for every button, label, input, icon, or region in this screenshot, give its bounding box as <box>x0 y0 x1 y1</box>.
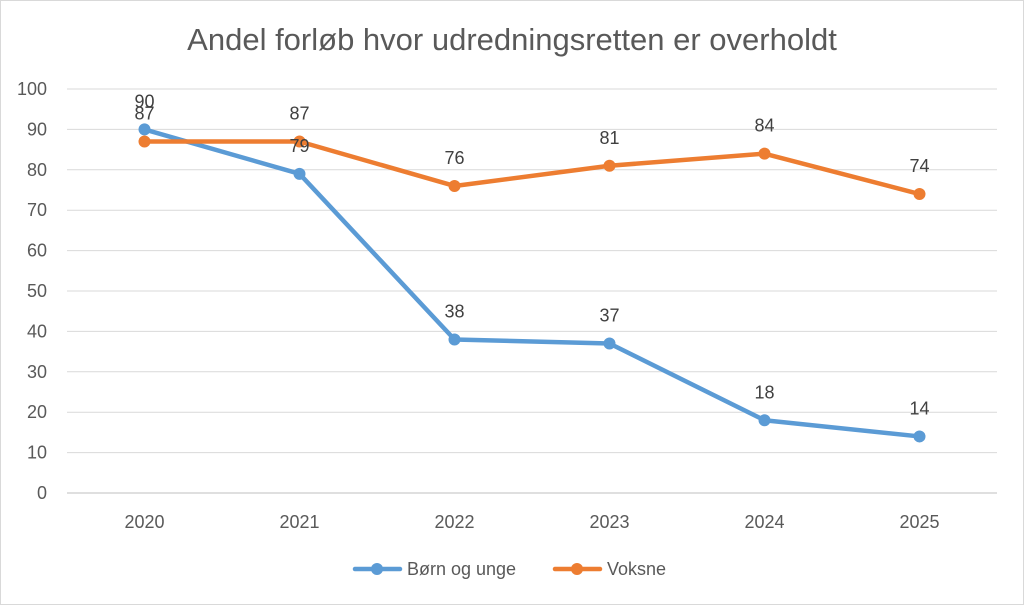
y-tick-label: 70 <box>27 200 47 220</box>
y-tick-label: 30 <box>27 362 47 382</box>
y-tick-label: 60 <box>27 241 47 261</box>
data-point <box>448 333 461 346</box>
legend-marker <box>371 563 383 575</box>
y-tick-label: 10 <box>27 443 47 463</box>
chart-title: Andel forløb hvor udredningsretten er ov… <box>187 22 837 57</box>
data-point <box>758 147 771 160</box>
legend-label: Voksne <box>607 559 666 579</box>
data-point <box>913 188 926 201</box>
y-axis-ticks: 0 10 20 30 40 50 60 70 80 90 100 <box>17 79 47 503</box>
data-labels: 90 79 38 37 18 14 87 87 76 81 84 74 <box>134 91 929 418</box>
series-line <box>142 127 922 439</box>
data-point <box>448 179 461 192</box>
y-tick-label: 40 <box>27 321 47 341</box>
legend-marker <box>571 563 583 575</box>
data-point <box>138 135 151 148</box>
y-tick-label: 20 <box>27 402 47 422</box>
x-tick-label: 2024 <box>744 512 784 532</box>
series-line <box>142 139 922 197</box>
data-point <box>913 430 926 443</box>
data-label: 76 <box>444 148 464 168</box>
x-tick-label: 2025 <box>899 512 939 532</box>
legend: Børn og unge Voksne <box>352 559 666 579</box>
x-tick-label: 2022 <box>434 512 474 532</box>
y-tick-label: 80 <box>27 160 47 180</box>
x-tick-label: 2023 <box>589 512 629 532</box>
data-point <box>603 337 616 350</box>
data-label: 18 <box>754 382 774 402</box>
data-label: 14 <box>909 398 929 418</box>
data-label: 38 <box>444 301 464 321</box>
x-tick-label: 2021 <box>279 512 319 532</box>
data-point <box>293 135 306 148</box>
data-label: 37 <box>599 306 619 326</box>
data-label: 84 <box>754 116 774 136</box>
data-point <box>293 167 306 180</box>
data-point <box>603 159 616 172</box>
data-label: 81 <box>599 128 619 148</box>
data-label: 90 <box>134 91 154 111</box>
y-tick-label: 100 <box>17 79 47 99</box>
data-label: 74 <box>909 156 929 176</box>
x-tick-label: 2020 <box>124 512 164 532</box>
data-label: 87 <box>134 104 154 124</box>
data-point <box>758 414 771 427</box>
gridlines <box>67 88 997 494</box>
y-tick-label: 90 <box>27 119 47 139</box>
y-tick-label: 50 <box>27 281 47 301</box>
data-label: 87 <box>289 104 309 124</box>
data-point <box>138 123 151 136</box>
data-label: 79 <box>289 136 309 156</box>
series-layer <box>138 123 926 443</box>
x-axis-ticks: 2020 2021 2022 2023 2024 2025 <box>124 512 939 532</box>
y-tick-label: 0 <box>37 483 47 503</box>
legend-label: Børn og unge <box>407 559 516 579</box>
